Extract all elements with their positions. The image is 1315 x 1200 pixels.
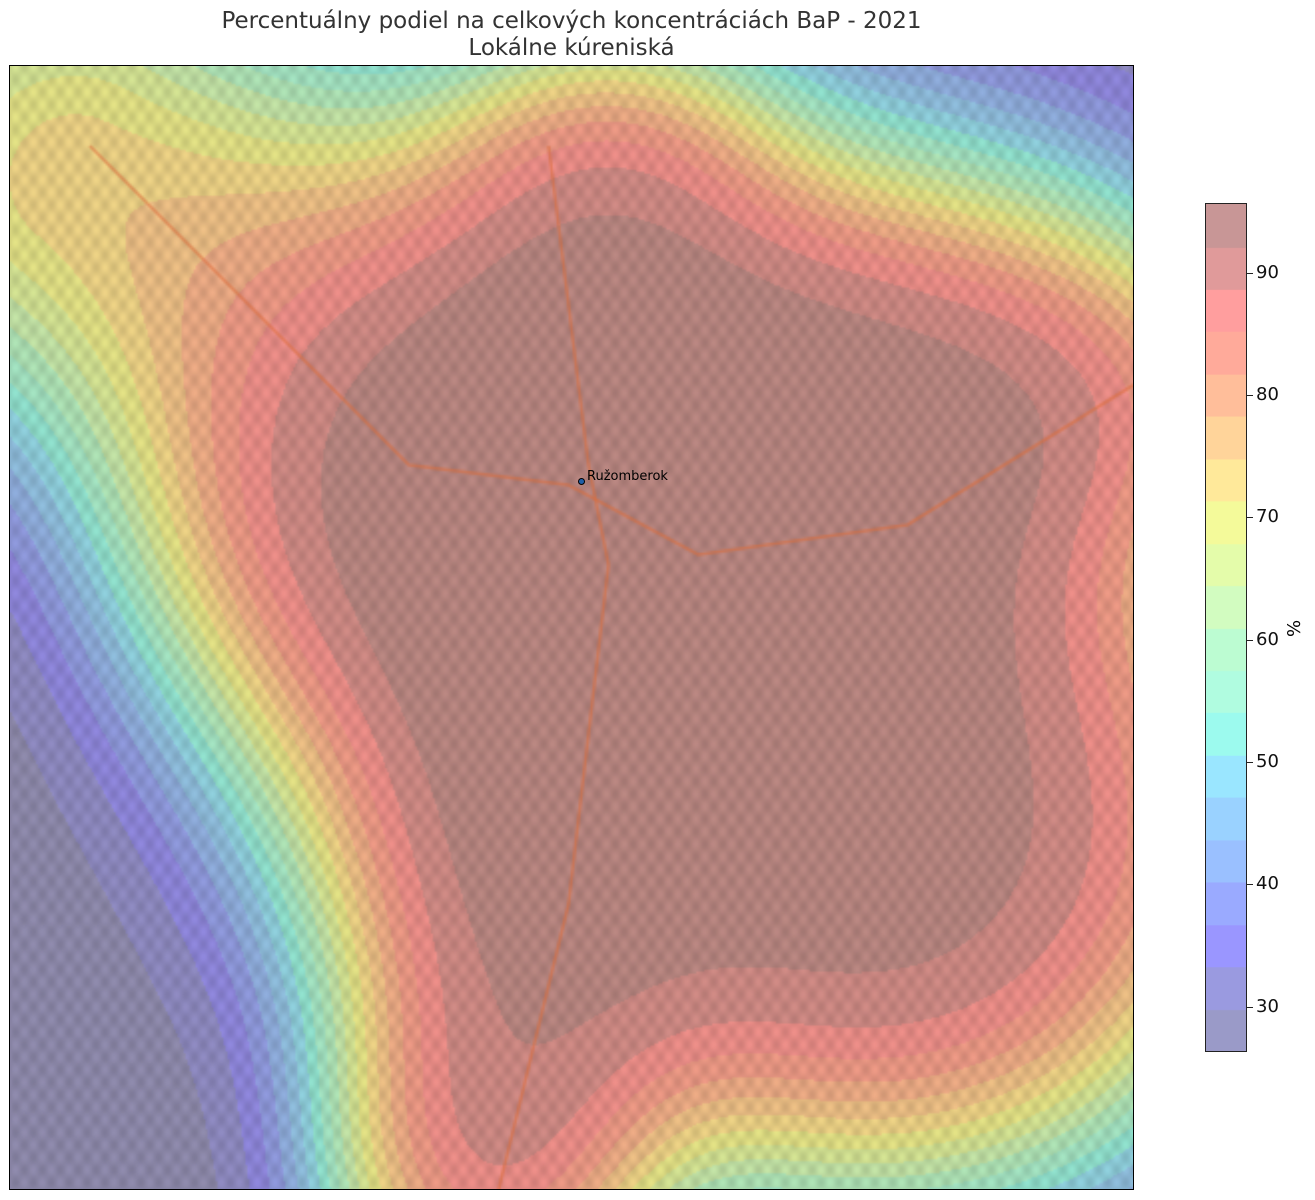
colorbar-tick: [1247, 884, 1253, 886]
colorbar-tick-label: 30: [1256, 995, 1279, 1017]
colorbar-tick-label: 90: [1256, 261, 1279, 283]
colorbar-tick: [1247, 762, 1253, 764]
colorbar-tick-label: 60: [1256, 628, 1279, 650]
colorbar-tick-label: 40: [1256, 873, 1279, 895]
map-contour-overlay[interactable]: [9, 65, 1134, 1190]
colorbar-tick-label: 50: [1256, 751, 1279, 773]
colorbar-tick: [1247, 395, 1253, 397]
chart-subtitle: Lokálne kúreniská: [468, 35, 675, 61]
colorbar-label: %: [1284, 619, 1306, 638]
colorbar-gradient: [1206, 204, 1246, 1051]
city-label: Ružomberok: [587, 469, 668, 484]
colorbar-tick-label: 80: [1256, 384, 1279, 406]
city-marker: [578, 478, 585, 485]
colorbar-tick-label: 70: [1256, 506, 1279, 528]
colorbar-tick: [1247, 639, 1253, 641]
colorbar-tick: [1247, 1006, 1253, 1008]
contour-field: [10, 66, 1133, 1189]
chart-title: Percentuálny podiel na celkových koncent…: [221, 8, 922, 34]
colorbar-tick: [1247, 517, 1253, 519]
colorbar-tick: [1247, 272, 1253, 274]
colorbar: [1205, 203, 1247, 1052]
